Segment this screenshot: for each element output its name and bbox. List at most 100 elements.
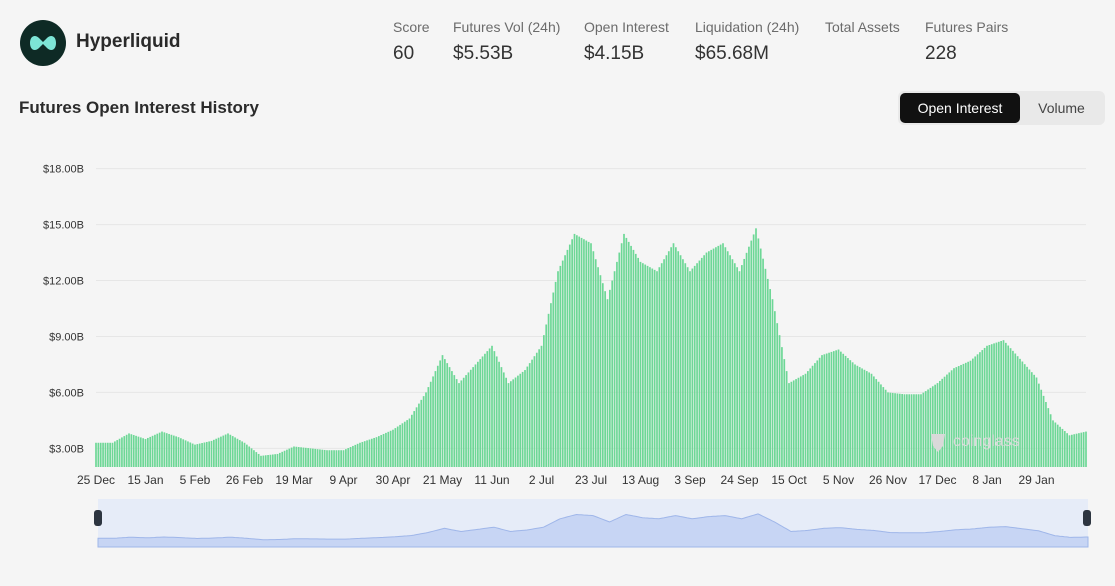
- bar[interactable]: [203, 442, 206, 467]
- bar[interactable]: [776, 323, 779, 467]
- bar[interactable]: [660, 263, 663, 467]
- bar[interactable]: [611, 280, 614, 467]
- bar[interactable]: [863, 369, 866, 467]
- bar[interactable]: [981, 350, 984, 467]
- bar[interactable]: [934, 384, 936, 467]
- bar[interactable]: [366, 440, 368, 467]
- bar[interactable]: [106, 442, 109, 467]
- bar[interactable]: [804, 373, 807, 467]
- bar[interactable]: [307, 448, 309, 467]
- bar[interactable]: [1071, 434, 1073, 467]
- bar[interactable]: [227, 433, 229, 467]
- bar[interactable]: [1049, 414, 1052, 467]
- bar[interactable]: [439, 360, 441, 467]
- bar[interactable]: [766, 278, 769, 467]
- bar[interactable]: [451, 371, 453, 467]
- bar[interactable]: [484, 353, 486, 467]
- bar[interactable]: [736, 267, 738, 467]
- bar[interactable]: [743, 258, 746, 467]
- bar[interactable]: [526, 366, 529, 467]
- bar[interactable]: [920, 394, 922, 467]
- bar[interactable]: [330, 450, 333, 467]
- bar[interactable]: [172, 435, 175, 467]
- bar[interactable]: [811, 365, 814, 467]
- bar[interactable]: [349, 447, 352, 467]
- bar[interactable]: [1059, 426, 1061, 467]
- bar[interactable]: [213, 439, 215, 467]
- bar[interactable]: [990, 344, 993, 467]
- bar[interactable]: [262, 455, 265, 467]
- bar[interactable]: [597, 267, 599, 467]
- bar[interactable]: [601, 283, 604, 467]
- bar[interactable]: [757, 238, 760, 467]
- bar[interactable]: [500, 367, 503, 467]
- bar[interactable]: [189, 442, 192, 467]
- bar[interactable]: [182, 439, 185, 467]
- bar[interactable]: [1019, 358, 1021, 467]
- bar[interactable]: [194, 444, 196, 467]
- bar[interactable]: [653, 269, 656, 467]
- bar[interactable]: [698, 260, 701, 467]
- bar[interactable]: [726, 251, 729, 467]
- bar[interactable]: [783, 359, 786, 467]
- bar[interactable]: [389, 430, 392, 467]
- bar[interactable]: [229, 434, 232, 467]
- bar[interactable]: [295, 446, 298, 467]
- bar[interactable]: [750, 240, 753, 467]
- bar[interactable]: [844, 355, 847, 467]
- bar[interactable]: [684, 263, 687, 467]
- bar[interactable]: [161, 431, 163, 467]
- bar[interactable]: [901, 394, 903, 467]
- bar[interactable]: [519, 373, 522, 467]
- bar[interactable]: [215, 438, 218, 467]
- volume-tab[interactable]: Volume: [1038, 100, 1085, 116]
- bar[interactable]: [712, 248, 715, 467]
- bar[interactable]: [924, 391, 927, 467]
- bar[interactable]: [781, 347, 783, 467]
- bar[interactable]: [205, 441, 208, 467]
- bar[interactable]: [1002, 340, 1005, 467]
- bar[interactable]: [151, 435, 154, 467]
- bar[interactable]: [627, 241, 630, 467]
- bar[interactable]: [606, 299, 609, 467]
- bar[interactable]: [802, 375, 804, 467]
- bar[interactable]: [1085, 431, 1087, 467]
- bar[interactable]: [1063, 431, 1066, 467]
- bar[interactable]: [691, 268, 694, 467]
- bar[interactable]: [356, 443, 359, 467]
- bar[interactable]: [413, 411, 416, 467]
- bar[interactable]: [771, 299, 774, 467]
- bar[interactable]: [224, 434, 227, 468]
- bar[interactable]: [540, 345, 543, 467]
- bar[interactable]: [646, 265, 649, 467]
- bar[interactable]: [222, 435, 225, 467]
- bar[interactable]: [429, 381, 432, 467]
- bar[interactable]: [210, 440, 213, 467]
- bar[interactable]: [425, 392, 427, 467]
- bar[interactable]: [689, 271, 691, 467]
- bar[interactable]: [498, 361, 500, 467]
- bar[interactable]: [184, 440, 187, 467]
- bar[interactable]: [201, 443, 203, 467]
- bar[interactable]: [927, 389, 929, 467]
- bar[interactable]: [354, 444, 357, 467]
- bar[interactable]: [436, 365, 439, 467]
- bar[interactable]: [903, 394, 906, 467]
- bar[interactable]: [665, 255, 668, 467]
- bar[interactable]: [370, 438, 373, 467]
- bar[interactable]: [943, 376, 946, 467]
- bar[interactable]: [708, 251, 710, 467]
- bar[interactable]: [149, 436, 152, 467]
- bar[interactable]: [748, 246, 750, 467]
- bar[interactable]: [974, 356, 977, 467]
- bar[interactable]: [135, 435, 137, 467]
- bar[interactable]: [931, 386, 934, 467]
- bar[interactable]: [573, 233, 576, 467]
- bar[interactable]: [915, 394, 918, 467]
- bar[interactable]: [479, 359, 482, 467]
- bar[interactable]: [118, 438, 121, 467]
- bar[interactable]: [929, 387, 932, 467]
- bar[interactable]: [670, 247, 672, 467]
- bar[interactable]: [408, 418, 411, 467]
- bar[interactable]: [677, 251, 680, 467]
